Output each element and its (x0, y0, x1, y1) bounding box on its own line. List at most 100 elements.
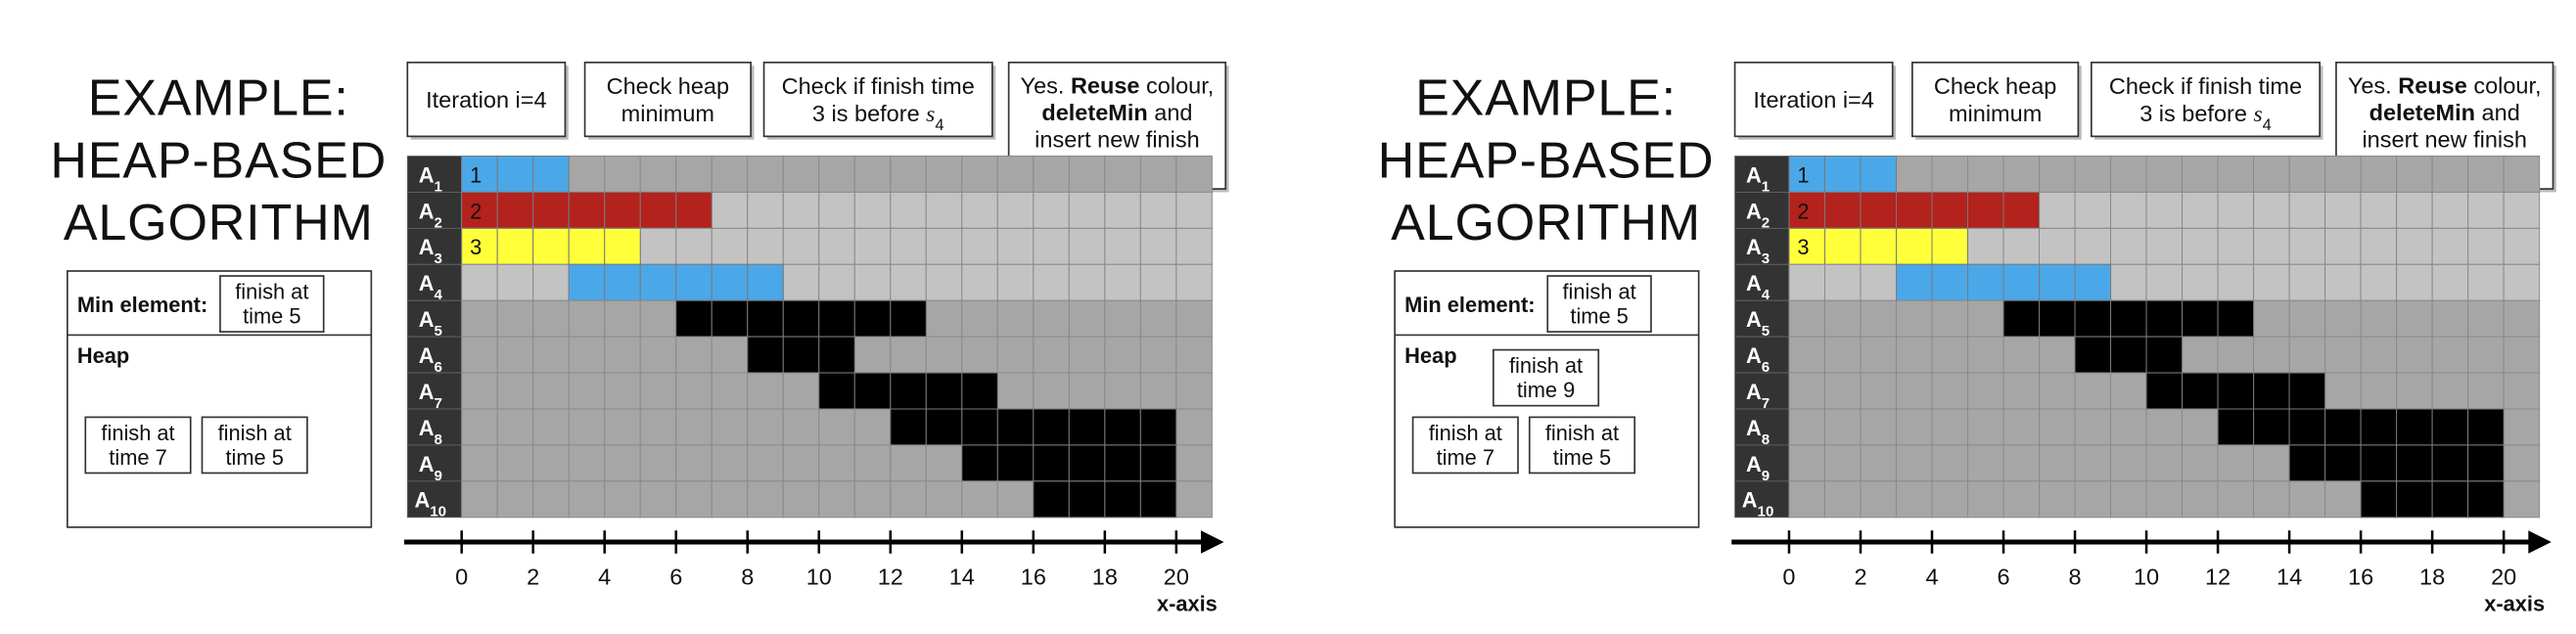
grid-cell (996, 299, 1035, 338)
box (1911, 61, 2080, 138)
text-segment: Iteration i=4 (426, 87, 546, 113)
grid-cell (961, 227, 998, 265)
interval-cell (711, 299, 749, 338)
row-index: 4 (1762, 287, 1771, 303)
row-label-cell (406, 372, 463, 410)
interval-cell (2039, 263, 2076, 301)
grid-cell (1860, 480, 1897, 519)
grid-cell (532, 372, 570, 410)
grid-cell (853, 480, 892, 519)
grid-cell (1068, 191, 1106, 229)
grid-cell (639, 372, 677, 410)
interval-cell (2467, 480, 2505, 519)
grid-cell (2288, 191, 2326, 229)
grid-cell (604, 444, 641, 482)
grid-cell (1823, 444, 1862, 482)
interval-cell (675, 263, 713, 301)
interval-cell (961, 444, 998, 482)
grid-cell (961, 336, 998, 374)
grid-cell (1860, 299, 1897, 338)
interval-cell (1139, 480, 1177, 519)
grid-cell (1895, 408, 1933, 446)
grid-cell (711, 155, 749, 193)
grid-cell (1175, 372, 1213, 410)
grid-cell (532, 408, 570, 446)
grid-cell (711, 191, 749, 229)
row-index: 7 (1762, 394, 1770, 411)
interval-cell (1068, 444, 1106, 482)
interval-cell (568, 191, 606, 229)
grid-cell (925, 480, 963, 519)
grid-cell (2431, 372, 2469, 410)
grid-cell (1033, 227, 1070, 265)
grid-cell (2253, 227, 2290, 265)
grid-cell (1788, 372, 1825, 410)
grid-cell (675, 227, 713, 265)
interval-cell (2074, 263, 2112, 301)
text-line: 3 is before s4 (2139, 101, 2272, 134)
grid-cell (818, 480, 855, 519)
grid-cell (2360, 336, 2398, 374)
grid-cell (1175, 263, 1213, 301)
grid-cell (1033, 191, 1070, 229)
grid-cell (496, 299, 534, 338)
grid-cell (2324, 227, 2362, 265)
grid-cell (1895, 155, 1933, 193)
axis-tick-label: 14 (949, 565, 975, 590)
axis-tick-label: 2 (1854, 565, 1866, 590)
grid-cell (711, 444, 749, 482)
grid-cell (711, 227, 749, 265)
grid-cell (461, 263, 498, 301)
heap-node-text: finish at (1429, 421, 1502, 445)
text-line: Check heap (1934, 73, 2056, 99)
grid-cell (2324, 299, 2362, 338)
text-segment: deleteMin (1041, 100, 1147, 125)
grid-cell (747, 480, 784, 519)
grid-cell (2217, 336, 2255, 374)
grid-cell (2360, 155, 2398, 193)
interval-cell (782, 336, 820, 374)
grid-cell (996, 336, 1035, 374)
text-segment: Reuse (1071, 72, 1140, 98)
grid-cell (2288, 480, 2326, 519)
grid-cell (2145, 191, 2184, 229)
interval-cell (1823, 227, 1862, 265)
grid-cell (2182, 263, 2219, 301)
interval-cell (2288, 444, 2326, 482)
grid-cell (496, 408, 534, 446)
interval-cell (1139, 408, 1177, 446)
grid-cell (1823, 372, 1862, 410)
interval-cell (2145, 336, 2184, 374)
axis-tick-label: 6 (669, 565, 682, 590)
grid-cell (2217, 191, 2255, 229)
row-label: A6 (419, 343, 442, 376)
grid-cell (496, 444, 534, 482)
grid-cell (747, 444, 784, 482)
grid-cell (1068, 263, 1106, 301)
grid-cell (2074, 155, 2112, 193)
grid-cell (2324, 155, 2362, 193)
row-label: A5 (1746, 307, 1770, 340)
interval-label: 3 (1797, 235, 1809, 259)
row-letter: A (419, 343, 435, 368)
row-label-cell (406, 299, 463, 338)
row-label-cell (406, 480, 463, 519)
interval-cell (818, 372, 855, 410)
text-line: deleteMin and (1041, 100, 1192, 125)
text-segment: Check heap (607, 73, 729, 99)
row-label-cell (1734, 192, 1790, 229)
grid-cell (1967, 444, 2004, 482)
row-label-cell (1734, 408, 1790, 446)
row-label: A2 (419, 199, 442, 231)
grid-cell (2039, 155, 2076, 193)
grid-cell (1175, 227, 1213, 265)
grid-cell (2324, 336, 2362, 374)
interval-cell (2217, 299, 2255, 338)
grid-cell (1788, 480, 1825, 519)
slide-title: HEAP-BASED (50, 132, 387, 189)
grid-cell (1175, 299, 1213, 338)
axis-tick-label: 20 (2491, 565, 2516, 590)
grid-cell (2002, 372, 2041, 410)
text-segment: Iteration i=4 (1753, 87, 1873, 113)
text-line: insert new finish (2362, 127, 2527, 153)
